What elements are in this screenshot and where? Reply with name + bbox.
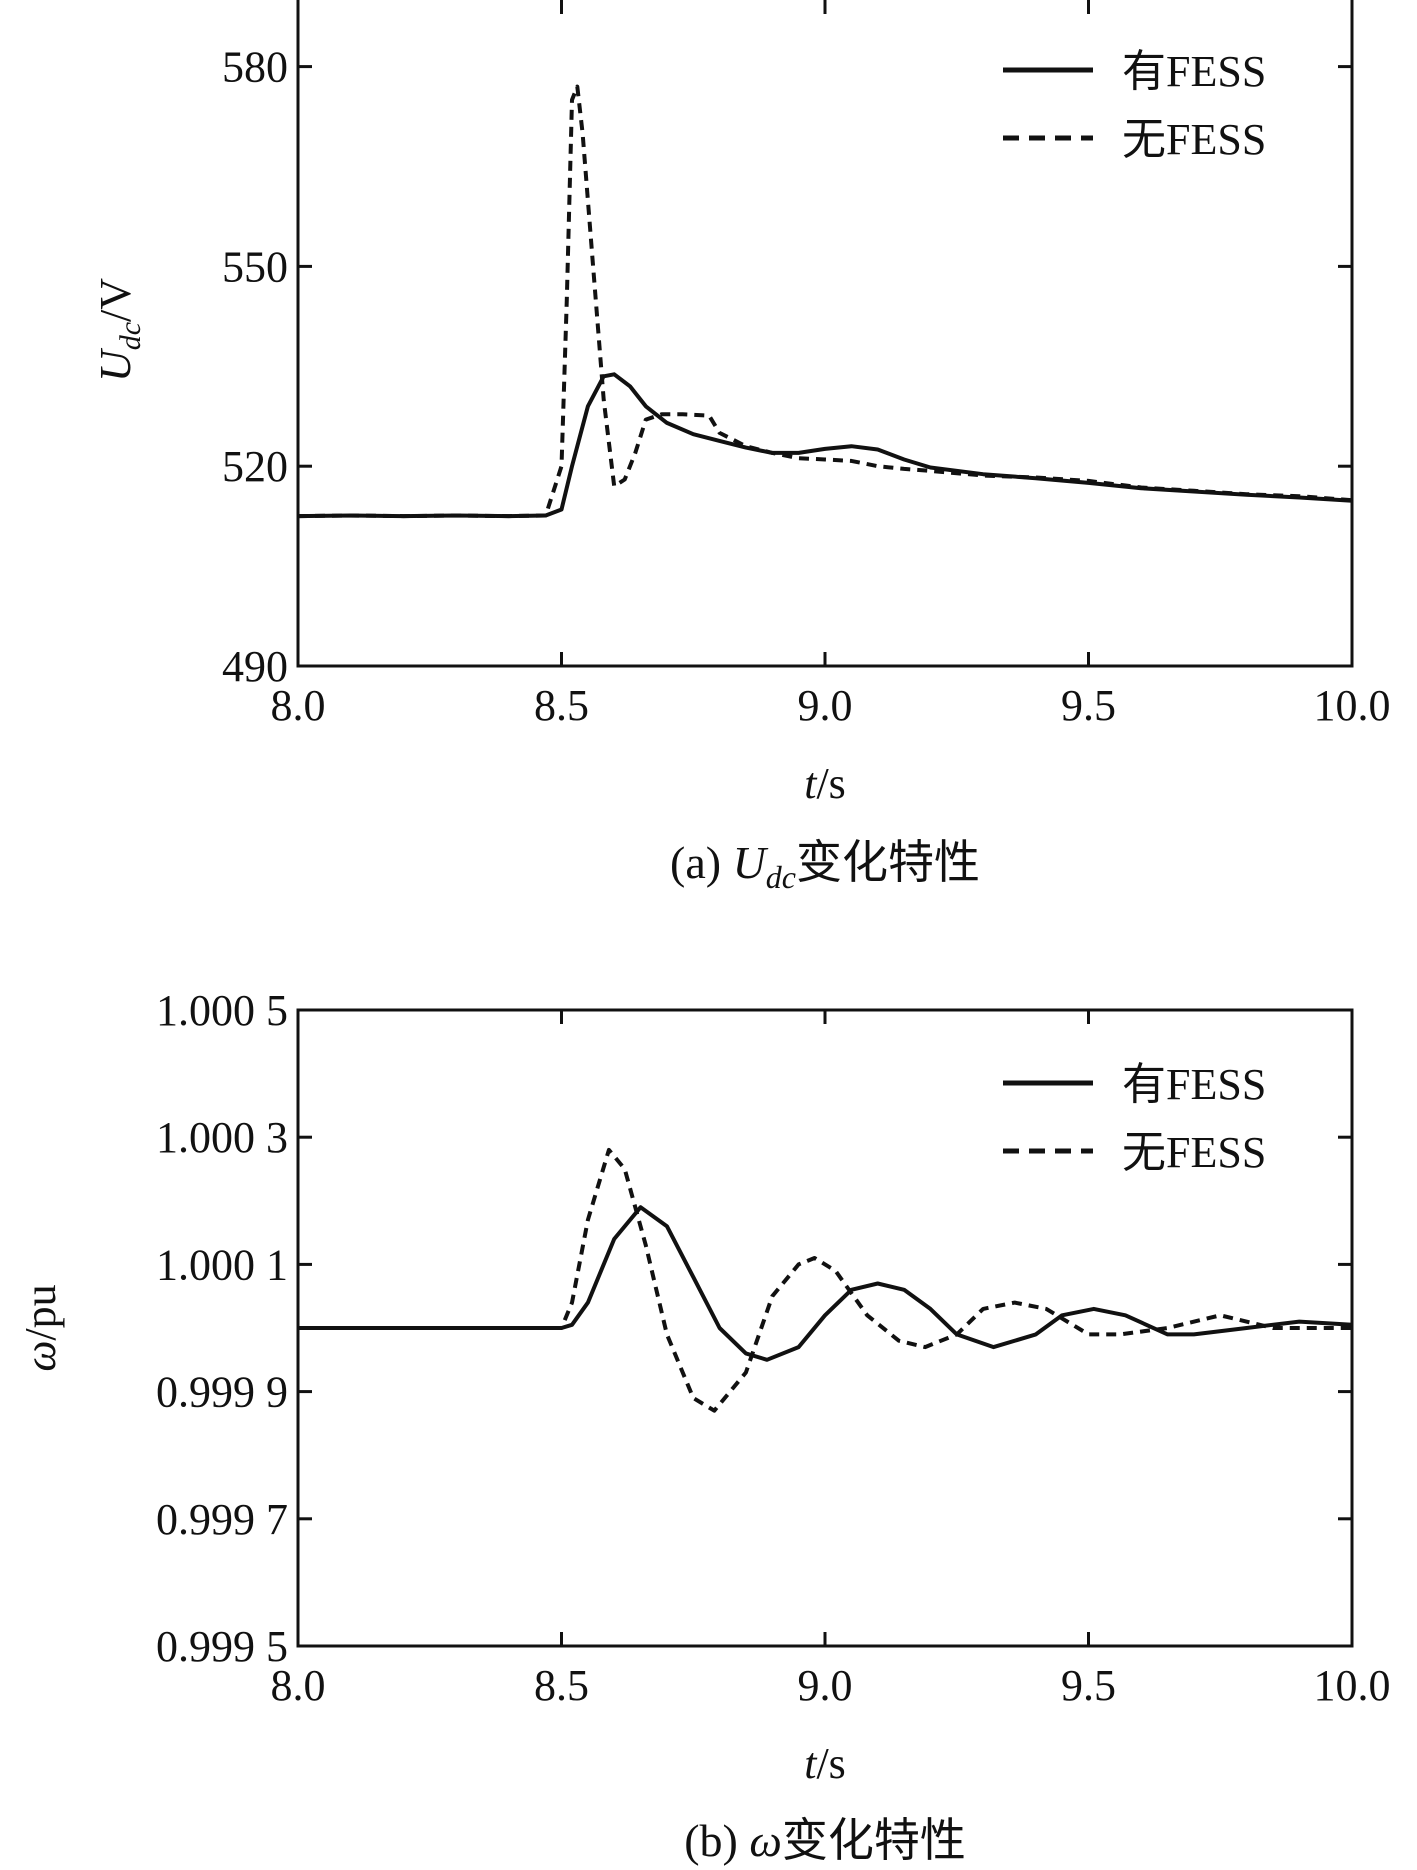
- y-tick-label: 1.000 3: [156, 1113, 288, 1162]
- y-tick-label: 550: [222, 242, 288, 291]
- y-tick-label: 1.000 5: [156, 986, 288, 1035]
- y-tick-label: 520: [222, 442, 288, 491]
- series-line-without-fess: [298, 1147, 1352, 1413]
- series-line-without-fess: [297, 84, 1353, 519]
- y-tick-label: 0.999 7: [156, 1495, 288, 1544]
- x-axis-title-b: t/s: [804, 1739, 846, 1788]
- x-tick-label: 8.0: [271, 681, 326, 730]
- legend-label: 有FESS: [1122, 1060, 1266, 1109]
- y-tick-label: 490: [222, 642, 288, 691]
- series-a: [297, 84, 1353, 519]
- y-axis-title-a: Udc/V: [91, 278, 147, 382]
- x-tick-label: 10.0: [1314, 681, 1391, 730]
- y-ticks-a: 490 520 550 580: [222, 43, 1352, 691]
- series-line-with-fess: [298, 1205, 1353, 1362]
- series-b: [298, 1147, 1353, 1413]
- x-axis-title-a: t/s: [804, 759, 846, 808]
- y-ticks-b: 0.999 5 0.999 7 0.999 9 1.000 1 1.000 3 1.000…: [156, 986, 1352, 1671]
- y-tick-label: 1.000 1: [156, 1240, 288, 1289]
- legend-b: 有FESS 无FESS: [1003, 1060, 1266, 1177]
- y-axis-title-b: ω/pu: [16, 1284, 65, 1371]
- x-tick-label: 8.5: [534, 1661, 589, 1710]
- x-ticks-a: 8.0 8.5 9.0 9.5 10.0: [271, 0, 1391, 730]
- series-line-with-fess: [297, 372, 1353, 519]
- caption-a: (a) Udc变化特性: [670, 837, 980, 895]
- legend-label: 有FESS: [1122, 47, 1266, 96]
- legend-a: 有FESS 无FESS: [1003, 47, 1266, 164]
- caption-b: (b) ω变化特性: [684, 1815, 966, 1866]
- panel-a: 490 520 550 580 8.0 8.5 9.0 9.5 10.0 有FESS 无FESS…: [91, 0, 1391, 895]
- plot-frame-a: [296, 0, 1354, 668]
- x-ticks-b: 8.0 8.5 9.0 9.5 10.0: [271, 1010, 1391, 1710]
- legend-label: 无FESS: [1122, 115, 1266, 164]
- panel-b: 0.999 5 0.999 7 0.999 9 1.000 1 1.000 3 1.000…: [16, 986, 1391, 1866]
- x-tick-label: 9.0: [798, 681, 853, 730]
- x-tick-label: 8.0: [271, 1661, 326, 1710]
- x-tick-label: 10.0: [1314, 1661, 1391, 1710]
- y-tick-label: 0.999 5: [156, 1622, 288, 1671]
- y-tick-label: 580: [222, 43, 288, 92]
- y-tick-label: 0.999 9: [156, 1368, 288, 1417]
- x-tick-label: 9.5: [1061, 1661, 1116, 1710]
- x-tick-label: 8.5: [534, 681, 589, 730]
- x-tick-label: 9.5: [1061, 681, 1116, 730]
- legend-label: 无FESS: [1122, 1128, 1266, 1177]
- x-tick-label: 9.0: [798, 1661, 853, 1710]
